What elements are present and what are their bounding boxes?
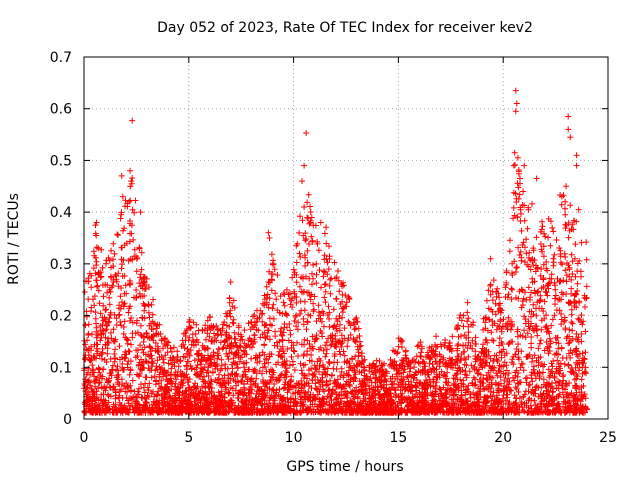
data-points — [81, 87, 590, 416]
grid-lines — [84, 57, 608, 419]
y-tick-label: 0.7 — [50, 50, 72, 66]
x-axis-label: GPS time / hours — [286, 459, 403, 475]
x-tick-label: 25 — [599, 430, 617, 446]
roti-points — [81, 87, 590, 416]
y-tick-label: 0.4 — [50, 205, 72, 221]
plot-frame — [83, 56, 609, 420]
y-tick-label: 0.1 — [50, 360, 72, 376]
y-tick-labels: 0 0.1 0.2 0.3 0.4 0.5 0.6 0.7 — [50, 50, 72, 428]
y-tick-label: 0.5 — [50, 153, 72, 169]
y-tick-label: 0 — [63, 412, 72, 428]
axis-ticks — [83, 56, 609, 420]
y-tick-label: 0.2 — [50, 309, 72, 325]
y-tick-label: 0.6 — [50, 102, 72, 118]
x-tick-label: 10 — [285, 430, 303, 446]
x-tick-label: 15 — [389, 430, 407, 446]
x-tick-label: 5 — [184, 430, 193, 446]
y-axis-label: ROTI / TECUs — [6, 193, 22, 285]
chart-title: Day 052 of 2023, Rate Of TEC Index for r… — [157, 20, 533, 36]
x-tick-label: 0 — [80, 430, 89, 446]
y-tick-label: 0.3 — [50, 257, 72, 273]
x-tick-label: 20 — [494, 430, 512, 446]
x-tick-labels: 0 5 10 15 20 25 — [80, 430, 617, 446]
